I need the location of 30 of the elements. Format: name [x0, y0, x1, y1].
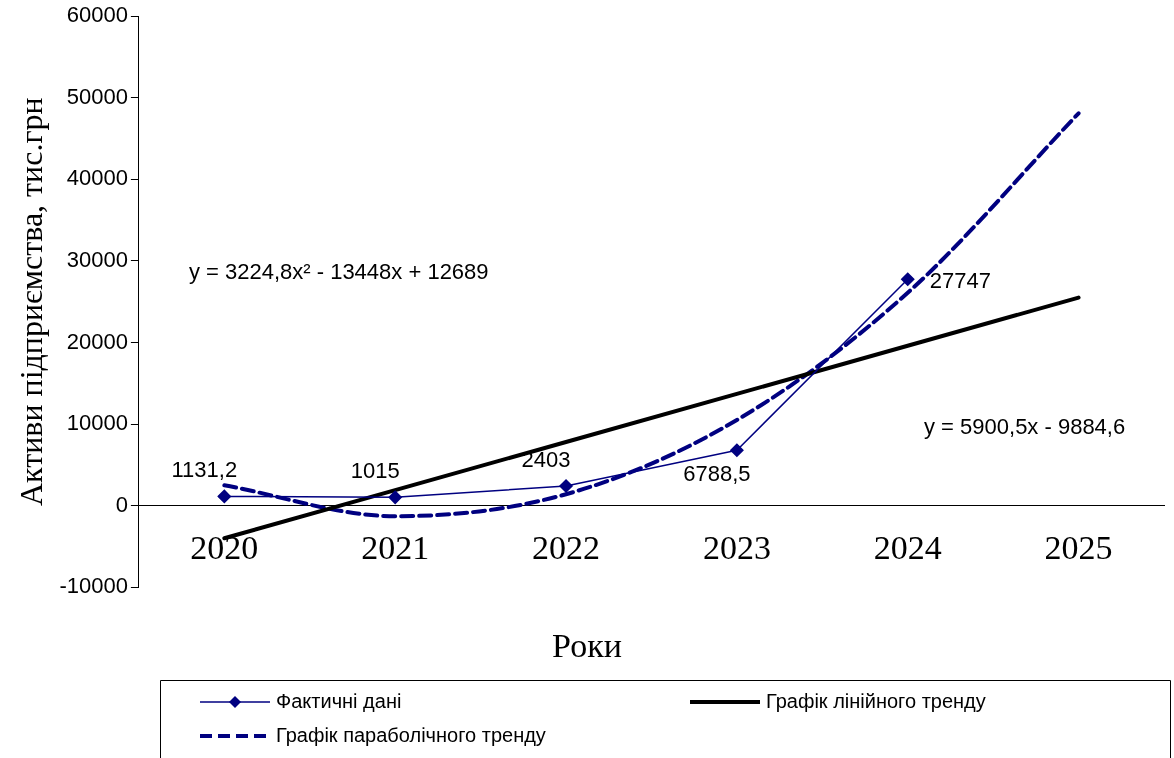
legend-label: Графік параболічного тренду — [276, 723, 546, 746]
x-tick-label: 2023 — [702, 528, 771, 566]
point — [900, 272, 915, 287]
annotation: y = 5900,5x - 9884,6 — [924, 414, 1126, 440]
data-label: 6788,5 — [683, 461, 751, 487]
point — [730, 443, 744, 457]
point — [388, 490, 402, 505]
legend-label: Фактичні дані — [276, 689, 402, 712]
annotation: y = 3224,8x² - 13448x + 12689 — [188, 259, 489, 285]
y-tick-label: 50000 — [66, 83, 128, 109]
y-tick-label: 20000 — [66, 328, 128, 354]
x-tick-label: 2025 — [1044, 528, 1113, 566]
data-label: 27747 — [929, 268, 991, 294]
data-label: 1131,2 — [171, 457, 238, 483]
y-tick-label: 60000 — [66, 2, 128, 28]
y-tick-label: 0 — [115, 491, 128, 517]
legend-label: Графік лінійного тренду — [766, 689, 986, 712]
x-tick-label: 2022 — [532, 528, 601, 566]
y-tick-label: 10000 — [66, 410, 128, 436]
point — [559, 479, 573, 493]
point — [217, 489, 232, 504]
x-tick-label: 2021 — [361, 528, 430, 566]
y-tick-label: 30000 — [66, 246, 128, 272]
y-tick-label: 40000 — [66, 165, 128, 191]
y-axis-title: Активи підприємства, тис.грн — [12, 97, 49, 507]
data-label: 1015 — [350, 458, 400, 484]
x-tick-label: 2024 — [873, 528, 942, 566]
y-tick-label: -10000 — [59, 573, 128, 599]
x-axis-title: Роки — [552, 626, 622, 664]
x-tick-label: 2020 — [190, 528, 259, 566]
